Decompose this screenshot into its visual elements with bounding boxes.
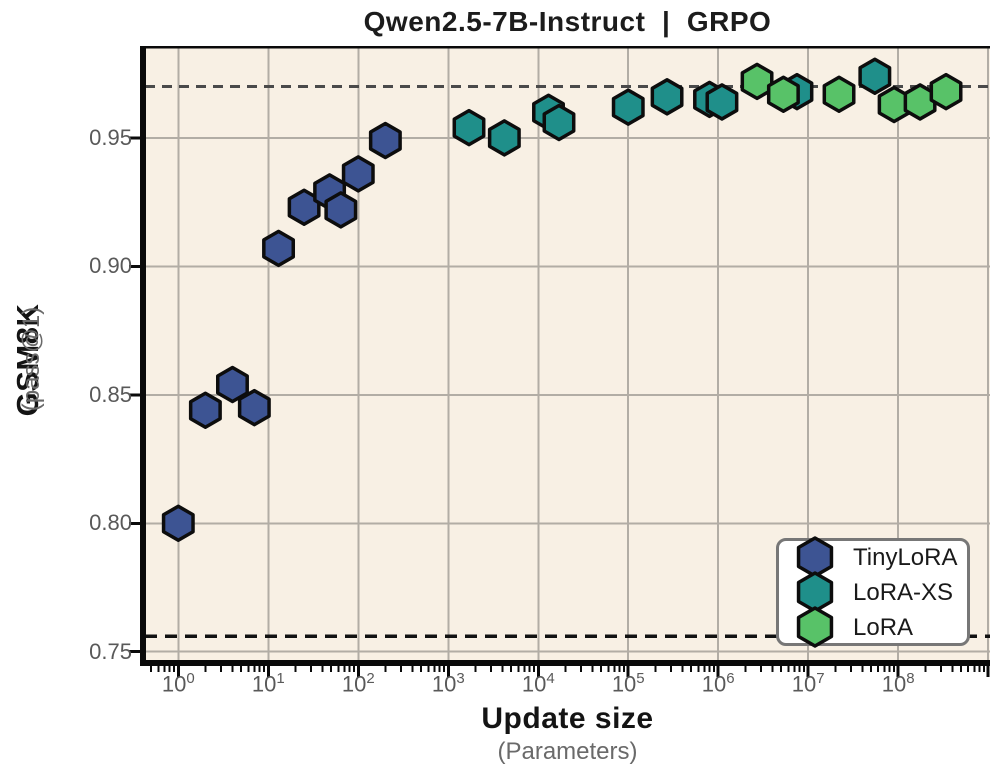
x-tick-label: 105: [611, 670, 645, 697]
tinylora-hexagon-icon: [796, 536, 834, 578]
x-tick-label: 103: [431, 670, 465, 697]
x-tick-label: 101: [251, 670, 285, 697]
y-tick-label: 0.80: [89, 510, 132, 536]
data-point-lora: [929, 72, 963, 111]
y-tick-label: 0.90: [89, 253, 132, 279]
lora-xs-hexagon-icon: [796, 571, 834, 613]
data-point-tinylora: [262, 229, 296, 268]
legend-item-tinylora: TinyLoRA: [793, 536, 967, 578]
legend: TinyLoRA LoRA-XS LoRA: [776, 536, 970, 648]
data-point-tinylora: [161, 504, 195, 543]
legend-item-lora-xs: LoRA-XS: [793, 571, 967, 613]
chart-title: Qwen2.5-7B-Instruct | GRPO: [363, 6, 772, 37]
data-point-lora-xs: [705, 83, 739, 121]
y-tick-label: 0.75: [89, 638, 132, 664]
legend-label: LoRA-XS: [853, 578, 954, 606]
data-point-tinylora: [237, 388, 271, 427]
lora-hexagon-icon: [796, 606, 834, 648]
legend-item-lora: LoRA: [793, 606, 967, 648]
x-axis-label: Update size: [481, 702, 654, 735]
x-tick-label: 102: [341, 670, 375, 697]
legend-hexagon: [796, 571, 834, 613]
x-tick-label: 107: [791, 670, 825, 697]
data-point-lora: [903, 83, 937, 121]
data-point-tinylora: [341, 155, 375, 193]
data-point-lora-xs: [487, 119, 521, 157]
data-point-tinylora: [324, 191, 358, 229]
data-point-tinylora: [188, 391, 222, 429]
x-axis-sublabel: (Parameters): [497, 738, 638, 765]
data-point-lora-xs: [542, 103, 576, 142]
data-point-lora: [822, 75, 856, 113]
legend-label: LoRA: [853, 613, 914, 641]
x-tick-label: 108: [881, 670, 915, 697]
x-tick-label: 106: [701, 670, 735, 697]
legend-label: TinyLoRA: [853, 543, 958, 571]
x-tick-label: 100: [161, 670, 195, 697]
data-point-tinylora: [287, 188, 321, 227]
legend-hexagon: [796, 536, 834, 578]
y-tick-label: 0.95: [89, 124, 132, 150]
y-tick-label: 0.85: [89, 381, 132, 407]
y-axis-sublabel: (pass@1): [18, 306, 45, 412]
data-point-lora-xs: [858, 57, 892, 96]
data-point-tinylora: [368, 121, 402, 160]
x-tick-label: 104: [521, 670, 555, 697]
data-point-lora-xs: [452, 108, 486, 147]
data-point-lora: [766, 75, 800, 113]
data-point-lora-xs: [650, 78, 684, 116]
data-point-lora-xs: [611, 88, 645, 126]
legend-hexagon: [796, 606, 834, 648]
